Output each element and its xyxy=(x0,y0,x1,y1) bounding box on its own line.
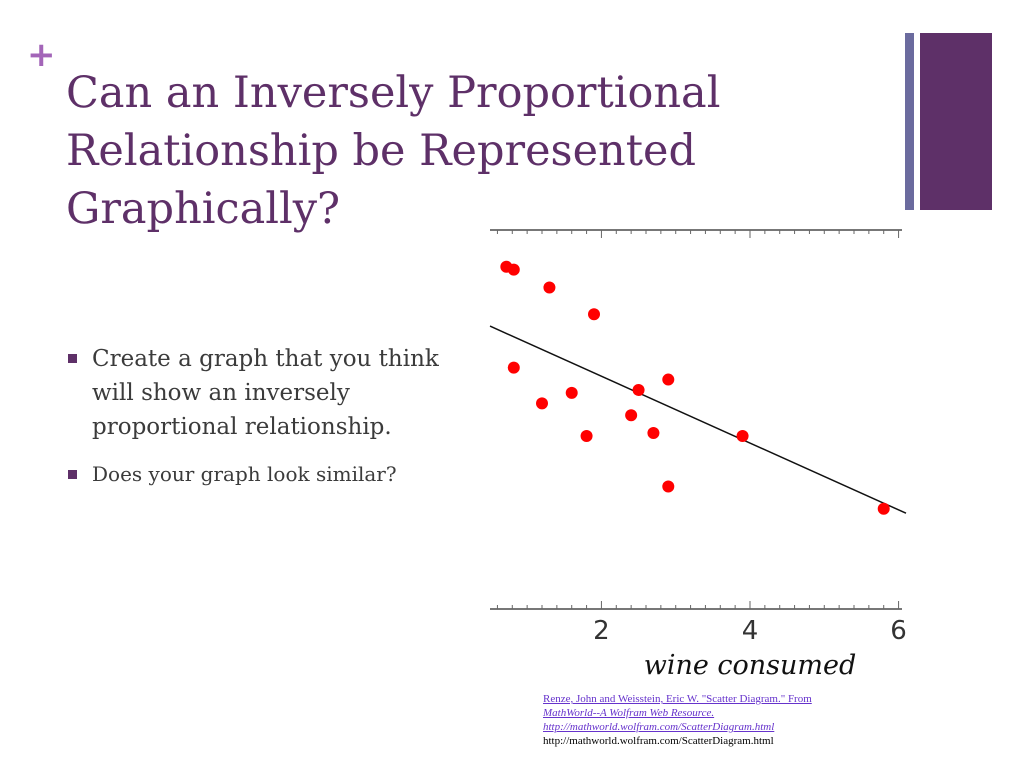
bullet-item: Create a graph that you think will show … xyxy=(66,342,466,444)
decorative-bar-thin xyxy=(905,33,914,210)
title-line-3: Graphically? xyxy=(66,184,341,234)
data-point xyxy=(588,308,600,321)
slide-title: Can an Inversely Proportional Relationsh… xyxy=(66,64,826,238)
x-axis-label: wine consumed xyxy=(644,650,857,681)
data-point xyxy=(662,480,675,493)
trend-line xyxy=(489,325,907,514)
citation-link-line-2[interactable]: MathWorld--A Wolfram Web Resource. xyxy=(543,707,715,719)
title-line-2: Relationship be Represented xyxy=(66,126,696,176)
bullet-item: Does your graph look similar? xyxy=(66,460,466,488)
citation: Renze, John and Weisstein, Eric W. "Scat… xyxy=(543,692,873,748)
data-point xyxy=(580,429,593,442)
decorative-bar-thick xyxy=(920,33,992,210)
data-point xyxy=(877,502,890,515)
square-bullet-icon xyxy=(68,470,77,479)
data-point xyxy=(565,386,578,399)
citation-url-text: http://mathworld.wolfram.com/ScatterDiag… xyxy=(543,735,774,747)
x-tick-label: 2 xyxy=(593,616,610,646)
data-point xyxy=(647,427,660,440)
x-tick-label: 6 xyxy=(890,616,907,646)
bullet-list: Create a graph that you think will show … xyxy=(66,342,466,488)
title-line-1: Can an Inversely Proportional xyxy=(66,68,721,118)
bullet-text: Create a graph that you think will show … xyxy=(92,346,439,440)
data-point xyxy=(625,409,638,422)
data-point xyxy=(536,397,548,410)
bullet-text: Does your graph look similar? xyxy=(92,462,397,486)
scatter-plot-svg: 2 4 6 wine consumed xyxy=(489,229,907,681)
data-point xyxy=(507,263,520,276)
data-point xyxy=(507,361,520,374)
square-bullet-icon xyxy=(68,354,77,363)
scatter-chart: 2 4 6 wine consumed xyxy=(486,222,911,684)
data-point xyxy=(543,281,556,294)
data-point xyxy=(736,429,749,442)
plus-icon: + xyxy=(27,35,56,75)
data-point xyxy=(632,383,645,396)
citation-link-line-1[interactable]: Renze, John and Weisstein, Eric W. "Scat… xyxy=(543,693,812,705)
citation-link-line-3[interactable]: http://mathworld.wolfram.com/ScatterDiag… xyxy=(543,721,775,733)
data-point xyxy=(662,373,675,386)
x-tick-label: 4 xyxy=(742,616,759,646)
